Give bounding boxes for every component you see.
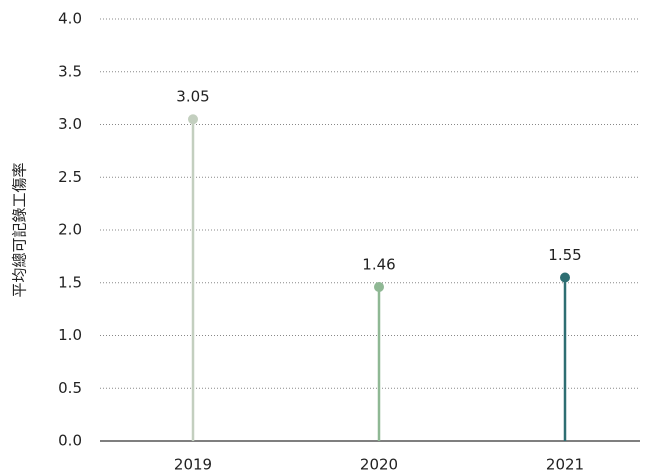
x-tick-label: 2021: [546, 456, 584, 474]
y-tick-label: 1.0: [58, 326, 82, 344]
y-tick-label: 3.5: [58, 62, 82, 80]
dot: [374, 281, 384, 292]
value-label: 3.05: [176, 88, 209, 106]
dot: [560, 272, 570, 283]
y-tick-label: 4.0: [58, 10, 82, 28]
y-tick-label: 3.0: [58, 115, 82, 133]
value-label: 1.55: [548, 246, 581, 264]
dot: [188, 114, 198, 125]
value-label: 1.46: [362, 255, 395, 273]
y-axis-label: 平均總可記錄工傷率: [11, 162, 29, 297]
y-tick-label: 2.0: [58, 221, 82, 239]
y-tick-label: 2.5: [58, 168, 82, 186]
y-tick-label: 0.0: [58, 432, 82, 450]
y-tick-label: 1.5: [58, 273, 82, 291]
x-tick-label: 2020: [360, 456, 398, 474]
y-tick-label: 0.5: [58, 379, 82, 397]
x-tick-label: 2019: [174, 456, 212, 474]
